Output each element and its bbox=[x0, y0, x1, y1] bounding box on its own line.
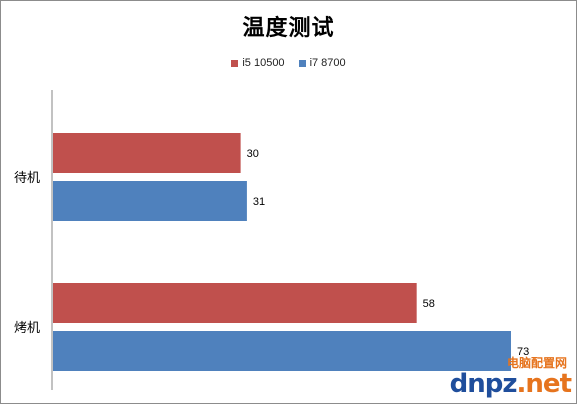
watermark-site-name: 电脑配置网 bbox=[506, 356, 567, 370]
bar bbox=[53, 133, 241, 173]
watermark-logo-part-b: .net bbox=[516, 369, 572, 399]
legend-label: i7 8700 bbox=[309, 57, 346, 69]
legend-label: i5 10500 bbox=[242, 57, 285, 69]
data-label: 73 bbox=[517, 346, 529, 358]
legend-item-series-1: i5 10500 bbox=[231, 57, 285, 69]
data-label: 31 bbox=[253, 196, 265, 208]
data-label: 58 bbox=[423, 298, 435, 310]
bar bbox=[53, 283, 417, 323]
bar bbox=[53, 181, 247, 221]
chart-title: 温度测试 bbox=[242, 15, 335, 41]
legend-item-series-2: i7 8700 bbox=[298, 57, 346, 69]
site-watermark: 电脑配置网 dnpz.net bbox=[381, 354, 572, 399]
category-label: 烤机 bbox=[14, 321, 40, 336]
legend-swatch bbox=[298, 59, 306, 67]
data-label: 30 bbox=[247, 148, 259, 160]
watermark-logo: dnpz.net bbox=[449, 369, 572, 399]
chart-legend: i5 10500 i7 8700 bbox=[0, 57, 577, 69]
bar bbox=[53, 331, 511, 371]
legend-swatch bbox=[231, 59, 239, 67]
category-label: 待机 bbox=[14, 171, 40, 186]
watermark-logo-part-a: dnpz bbox=[449, 369, 518, 399]
